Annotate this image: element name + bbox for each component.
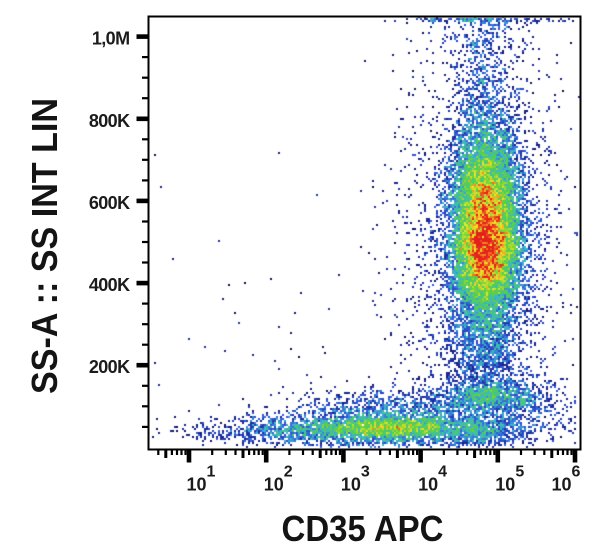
svg-text:104: 104 [418,464,447,495]
svg-text:400K: 400K [89,275,130,295]
svg-text:800K: 800K [89,111,130,131]
svg-text:101: 101 [187,464,216,495]
svg-text:CD35 APC: CD35 APC [282,508,444,549]
svg-text:SS-A :: SS INT LIN: SS-A :: SS INT LIN [24,98,65,394]
svg-text:103: 103 [341,464,370,495]
svg-text:200K: 200K [89,357,130,377]
svg-text:102: 102 [264,464,293,495]
svg-text:105: 105 [495,464,524,495]
svg-text:106: 106 [552,464,581,495]
svg-text:600K: 600K [89,193,130,213]
svg-text:1,0M: 1,0M [92,29,130,49]
